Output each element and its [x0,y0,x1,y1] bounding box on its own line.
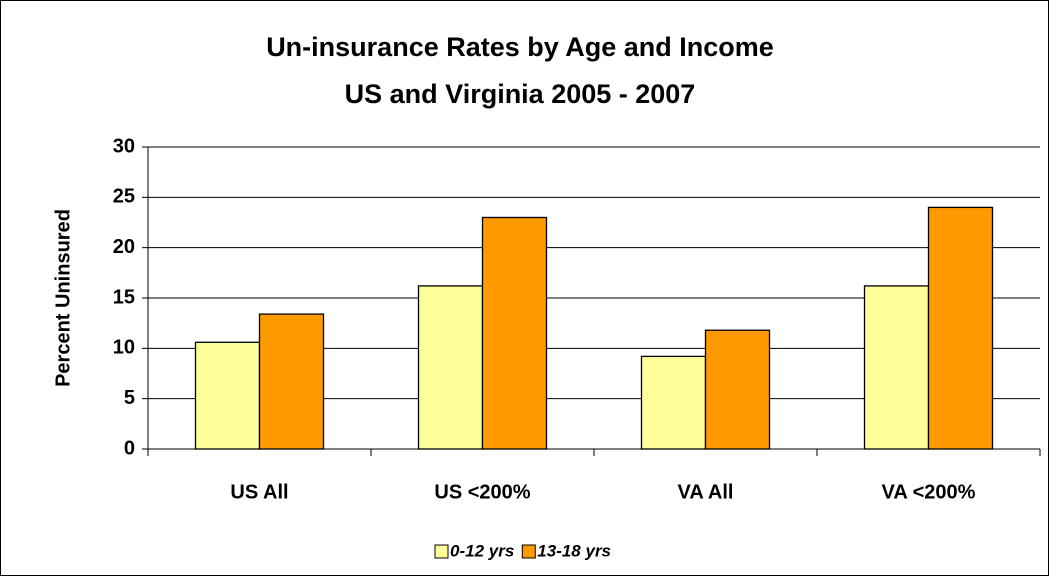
y-axis-label: Percent Uninsured [52,209,74,387]
y-tick-label: 5 [124,387,135,409]
bar [863,285,930,450]
bar [194,341,261,450]
legend-label: 13-18 yrs [537,541,611,560]
legend-swatch [521,544,536,559]
x-tick-label: VA All [678,481,734,503]
bar [640,355,707,450]
chart-title: US and Virginia 2005 - 2007 [345,79,696,109]
y-tick-label: 15 [113,286,135,308]
legend-swatch [434,544,449,559]
y-tick-label: 30 [113,135,135,157]
legend-label: 0-12 yrs [450,541,514,560]
y-tick-label: 10 [113,337,135,359]
x-tick-label: VA <200% [882,481,976,503]
bar [704,329,771,450]
chart-title: Un-insurance Rates by Age and Income [266,32,774,62]
bar [927,206,994,450]
bar [417,285,484,450]
y-tick-label: 25 [113,186,135,208]
bar [481,216,548,450]
x-tick-label: US <200% [434,481,530,503]
y-tick-label: 20 [113,236,135,258]
y-tick-label: 0 [124,437,135,459]
x-tick-label: US All [230,481,288,503]
bar [258,313,325,450]
